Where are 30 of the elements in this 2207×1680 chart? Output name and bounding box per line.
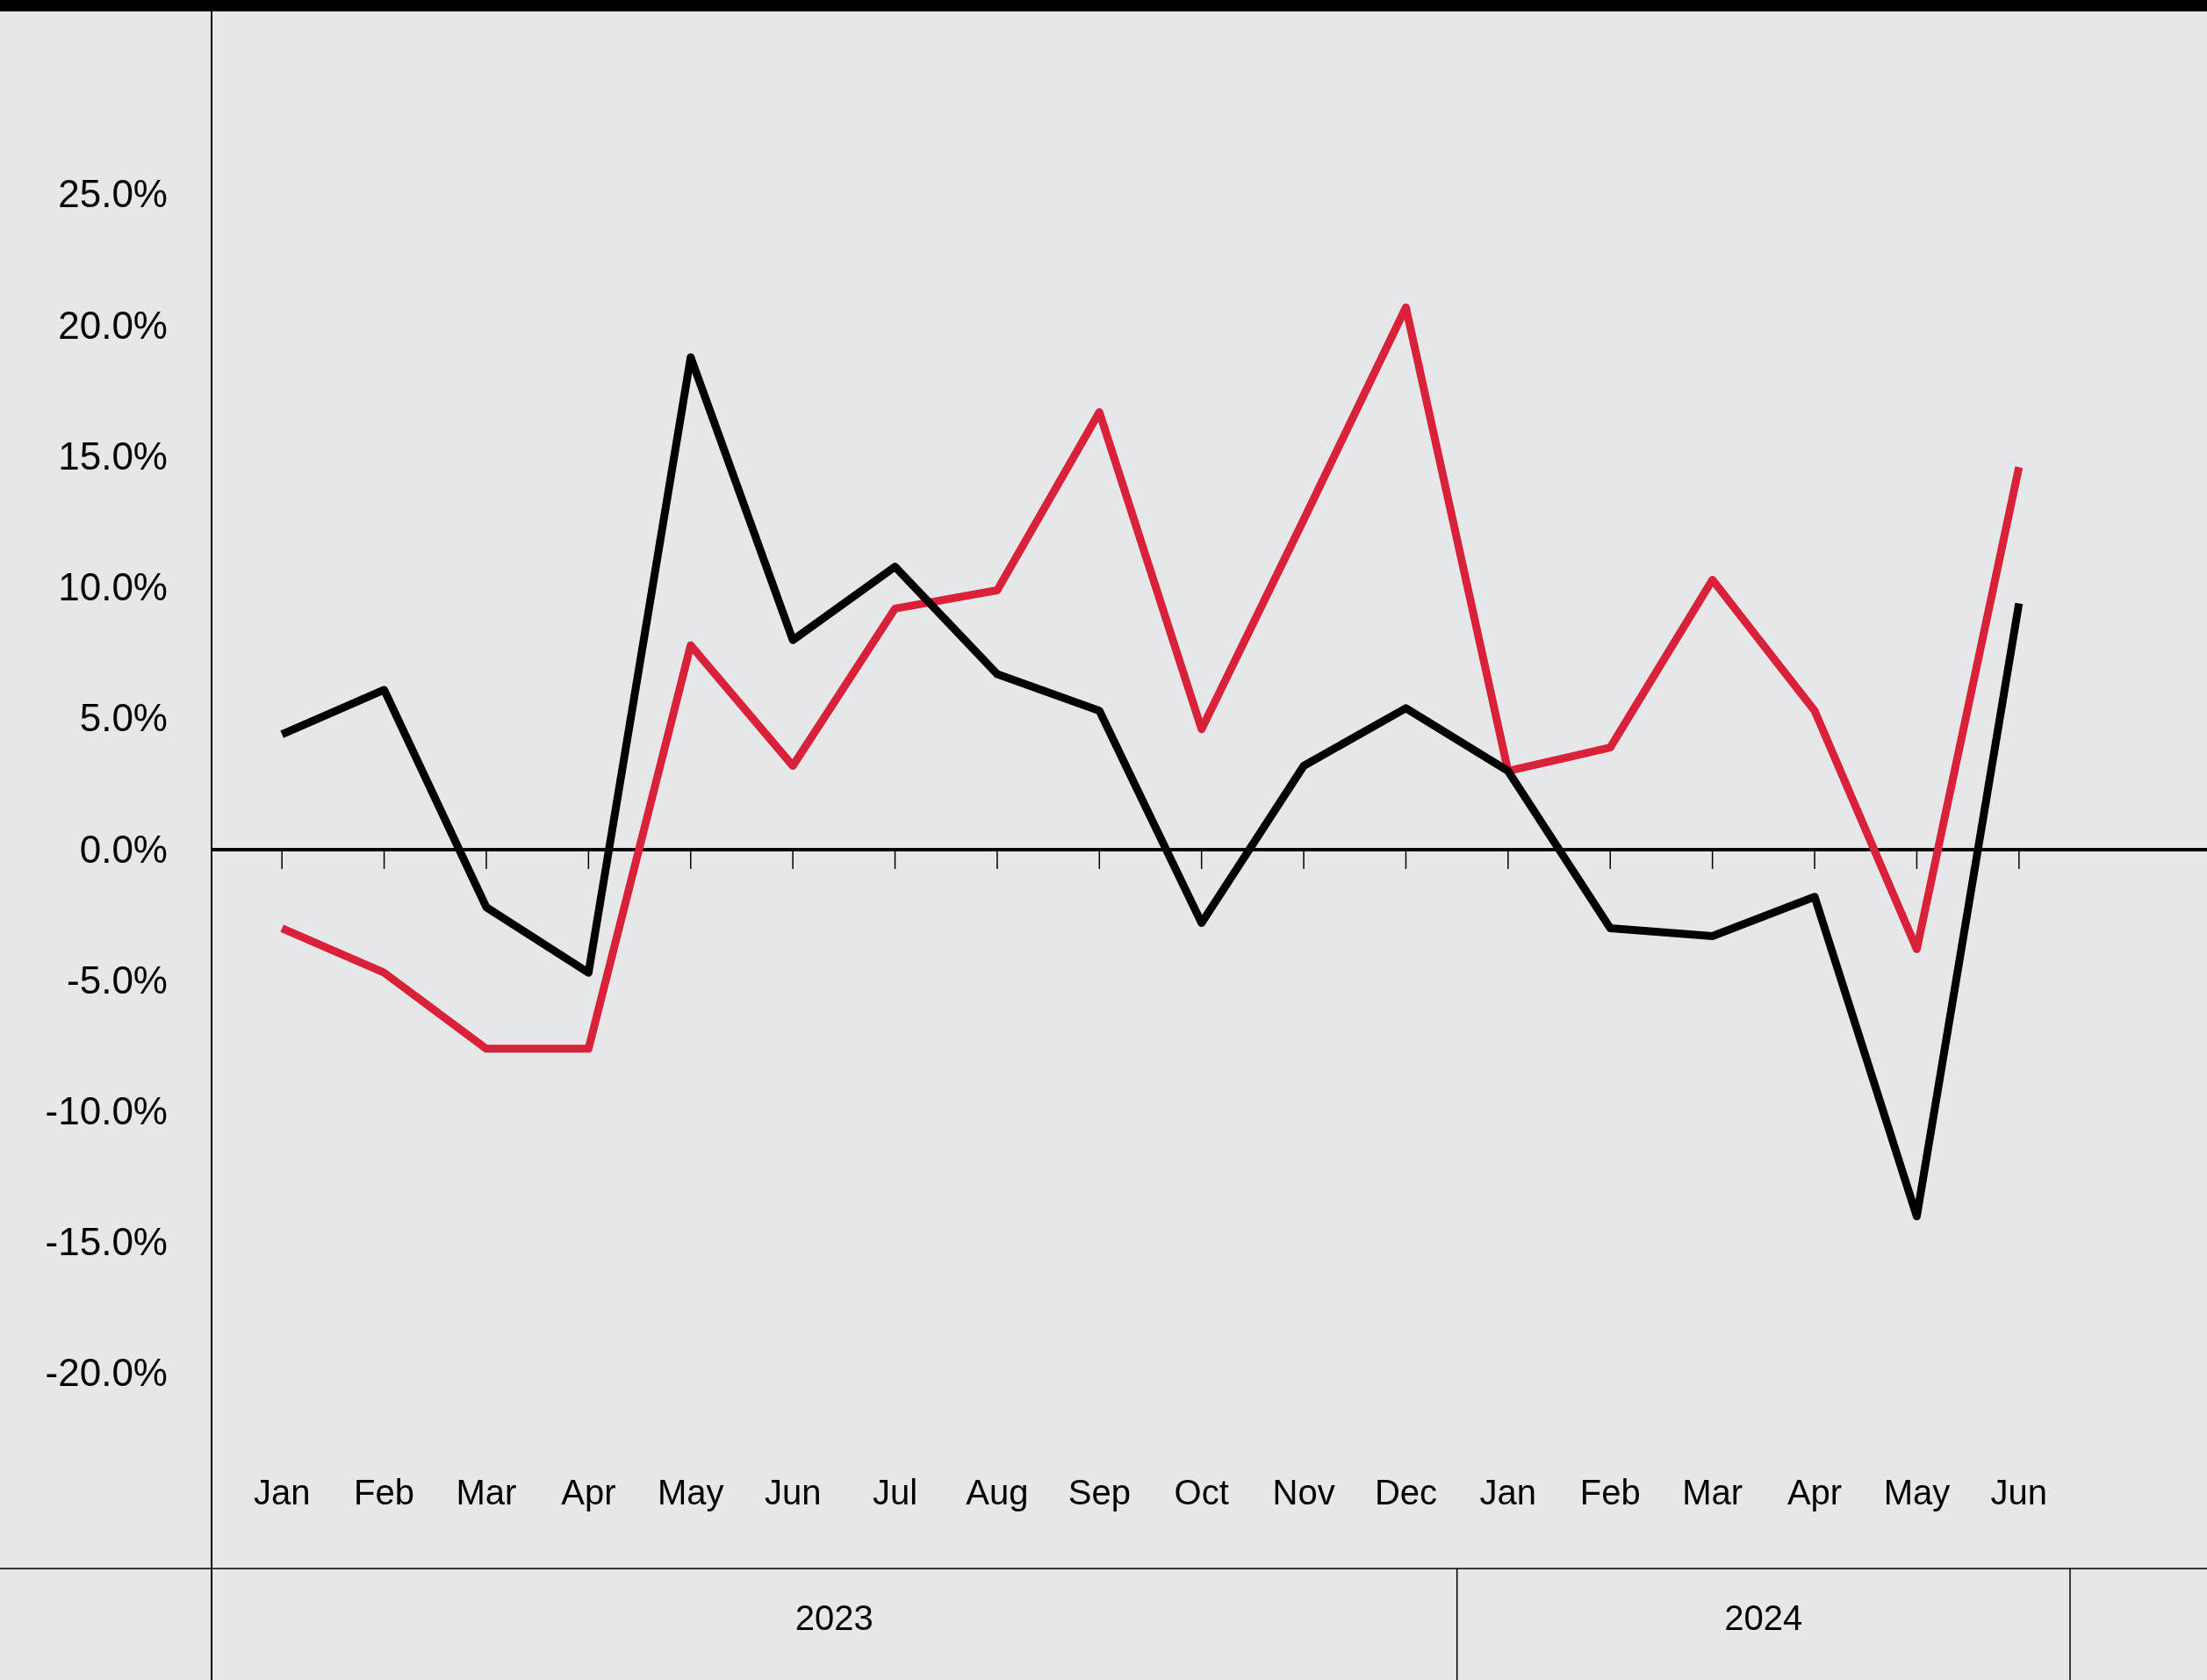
annotation: 2024 <box>1724 1598 1803 1637</box>
y-tick-label: -20.0% <box>45 1351 168 1395</box>
x-tick-label: Jun <box>1990 1473 2048 1512</box>
y-tick-label: -5.0% <box>67 958 168 1002</box>
x-tick-label: Apr <box>1786 1473 1843 1512</box>
x-tick-label: May <box>657 1473 724 1512</box>
y-tick-label: 10.0% <box>58 565 168 609</box>
x-tick-label: Dec <box>1374 1473 1438 1512</box>
x-tick-label: May <box>1883 1473 1951 1512</box>
x-tick-label: Aug <box>966 1473 1029 1512</box>
x-tick-label: Sep <box>1068 1473 1131 1512</box>
y-tick-label: 5.0% <box>79 696 168 740</box>
x-tick-label: Apr <box>561 1473 616 1512</box>
x-tick-label: Jul <box>872 1473 918 1512</box>
y-tick-label: 20.0% <box>58 303 168 347</box>
y-tick-label: 25.0% <box>58 172 168 216</box>
x-tick-label: Jan <box>253 1473 311 1512</box>
x-tick-label: Feb <box>354 1473 415 1512</box>
x-tick-label: Oct <box>1174 1473 1229 1512</box>
x-tick-label: Feb <box>1579 1473 1641 1512</box>
y-tick-label: 0.0% <box>79 827 168 871</box>
y-tick-label: -10.0% <box>45 1088 168 1132</box>
x-tick-label: Nov <box>1272 1473 1335 1512</box>
x-tick-label: Jun <box>764 1473 822 1512</box>
x-tick-label: Jan <box>1479 1473 1537 1512</box>
y-tick-label: -15.0% <box>45 1220 168 1264</box>
y-tick-label: 15.0% <box>58 434 168 477</box>
x-tick-label: Mar <box>456 1473 517 1512</box>
annotation: 2023 <box>794 1598 873 1637</box>
x-tick-label: Mar <box>1682 1473 1743 1512</box>
